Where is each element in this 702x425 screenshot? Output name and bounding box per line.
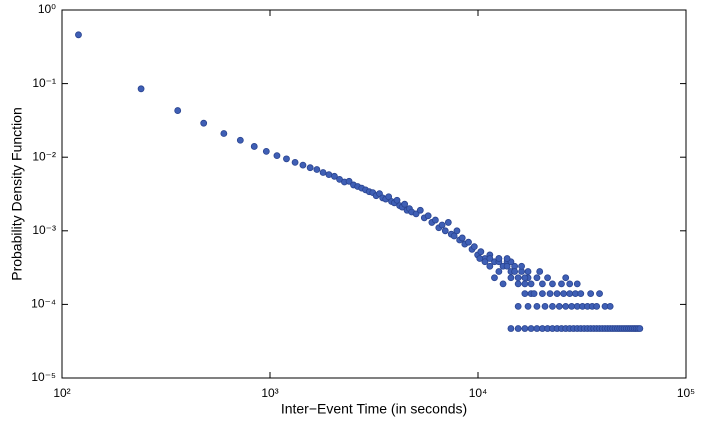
point (250, 143, 258, 150)
point (393, 196, 401, 204)
point (549, 302, 556, 310)
point (495, 255, 503, 262)
point (527, 280, 535, 288)
point (514, 325, 522, 332)
point (486, 255, 494, 262)
point (566, 290, 574, 298)
point (549, 280, 556, 288)
point (544, 274, 551, 282)
point (481, 258, 489, 266)
point (441, 227, 449, 235)
point (562, 274, 570, 282)
point (325, 171, 333, 179)
point (313, 166, 321, 173)
point (200, 119, 208, 127)
y-tick-label: 10⁻¹ (32, 76, 56, 90)
point (541, 302, 549, 310)
y-tick-label: 10⁰ (38, 2, 56, 16)
point (536, 268, 544, 275)
point (476, 255, 484, 262)
point (291, 158, 299, 166)
point (530, 290, 538, 298)
point (511, 268, 519, 275)
x-tick-label: 10³ (261, 386, 278, 400)
point (220, 130, 228, 137)
point (499, 280, 507, 288)
point (507, 274, 515, 282)
point (577, 290, 585, 298)
x-tick-label: 10² (53, 386, 70, 400)
point (236, 136, 244, 144)
point (606, 302, 614, 310)
point (518, 262, 525, 270)
point (521, 280, 529, 288)
point (137, 85, 145, 93)
point (491, 274, 498, 282)
point (465, 238, 472, 246)
point (553, 290, 561, 298)
point (514, 274, 522, 282)
point (562, 302, 570, 310)
point (587, 290, 595, 298)
y-tick-label: 10⁻⁴ (31, 297, 56, 311)
point (331, 172, 338, 180)
point (636, 325, 644, 332)
y-axis-label: Probability Density Function (9, 107, 25, 281)
point (533, 274, 541, 282)
point (539, 290, 546, 298)
point (521, 290, 529, 298)
y-tick-label: 10⁻² (32, 149, 56, 163)
point (174, 107, 182, 114)
x-axis-label: Inter−Event Time (in seconds) (281, 401, 467, 417)
point (527, 325, 535, 332)
point (450, 232, 458, 240)
point (593, 302, 601, 310)
point (555, 302, 563, 310)
point (514, 302, 522, 310)
point (470, 243, 478, 250)
point (566, 280, 574, 288)
point (546, 290, 554, 298)
point (521, 274, 529, 282)
point (416, 206, 424, 214)
point (558, 280, 565, 288)
point (424, 212, 432, 220)
point (486, 262, 494, 270)
point (560, 290, 568, 298)
y-tick-label: 10⁻⁵ (31, 370, 56, 384)
point (75, 31, 82, 39)
point (444, 219, 452, 226)
x-tick-label: 10⁴ (469, 386, 488, 400)
point (568, 302, 576, 310)
point (319, 169, 327, 176)
point (524, 302, 532, 310)
point (262, 147, 270, 155)
point (431, 216, 439, 224)
point (306, 164, 314, 172)
point (533, 302, 541, 310)
point (401, 200, 409, 208)
point (495, 268, 503, 275)
point (299, 161, 307, 169)
y-tick-label: 10⁻³ (32, 223, 56, 237)
x-tick-label: 10⁵ (677, 386, 695, 400)
point (503, 255, 511, 262)
point (477, 248, 485, 256)
point (573, 280, 581, 288)
point (514, 280, 522, 288)
point (596, 290, 603, 298)
point (524, 268, 532, 275)
point (453, 227, 461, 235)
point (521, 325, 529, 332)
point (438, 221, 446, 229)
point (539, 280, 546, 288)
point (345, 177, 353, 185)
point (273, 152, 281, 160)
point (458, 234, 466, 242)
point (503, 262, 511, 270)
point (283, 155, 290, 163)
point (507, 325, 515, 332)
